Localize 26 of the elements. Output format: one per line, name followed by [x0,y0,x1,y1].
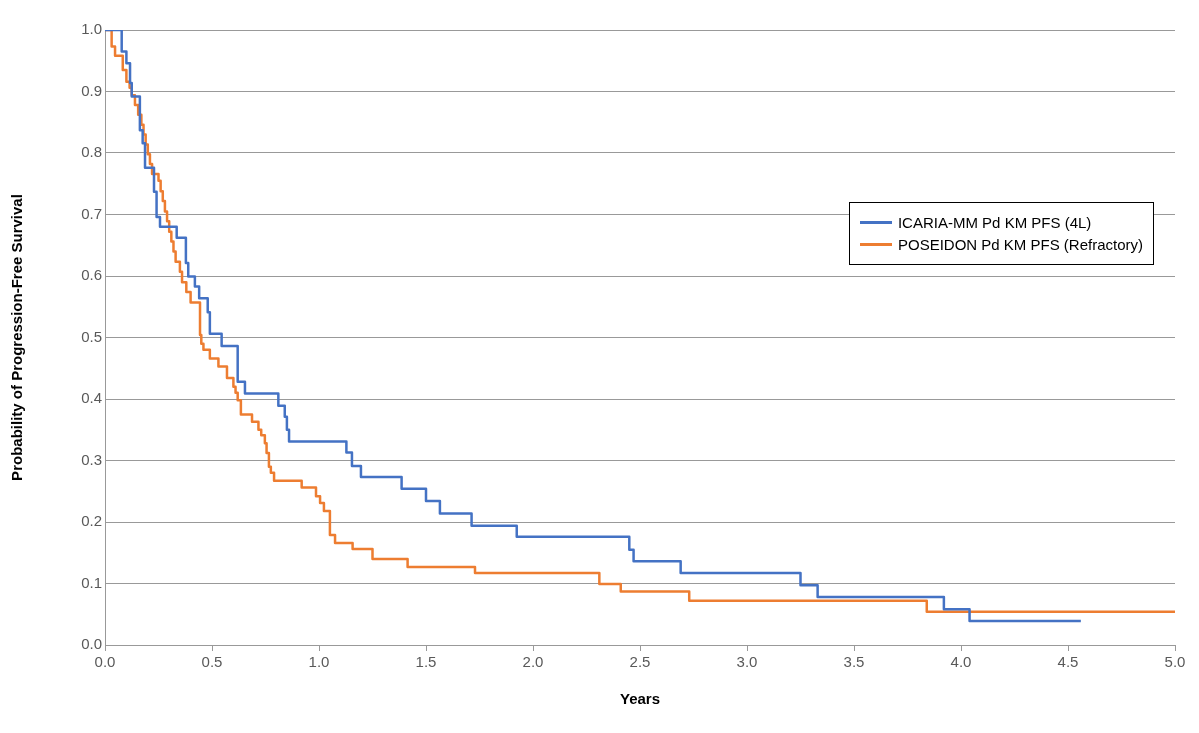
x-tick-label: 3.0 [736,653,758,671]
y-tick-label: 0.3 [81,450,102,468]
y-tick-label: 0.6 [81,266,102,284]
y-tick-label: 0.9 [81,81,102,99]
y-tick-label: 0.5 [81,327,102,345]
x-tick-label: 2.0 [522,653,544,671]
x-tick-label: 0.0 [94,653,116,671]
y-tick-label: 0.1 [81,573,102,591]
x-tick-label: 1.0 [308,653,330,671]
y-tick-label: 0.2 [81,512,102,530]
x-tick-label: 3.5 [843,653,865,671]
y-tick-label: 0.4 [81,389,102,407]
y-tick-label: 0.0 [81,635,102,653]
x-tick-label: 1.5 [415,653,437,671]
x-tick-label: 4.5 [1057,653,1079,671]
x-tick-label: 2.5 [629,653,651,671]
y-tick-label: 0.7 [81,204,102,222]
x-tick-label: 4.0 [950,653,972,671]
x-tick-label: 0.5 [201,653,223,671]
y-tick-label: 0.8 [81,143,102,161]
x-tick-label: 5.0 [1164,653,1186,671]
legend-label: POSEIDON Pd KM PFS (Refractory) [897,236,1143,253]
y-tick-label: 1.0 [81,20,102,38]
x-axis-title: Years [619,690,661,708]
y-axis-title: Probability of Progression-Free Survival [8,194,26,481]
legend-label: ICARIA-MM Pd KM PFS (4L) [897,214,1092,231]
